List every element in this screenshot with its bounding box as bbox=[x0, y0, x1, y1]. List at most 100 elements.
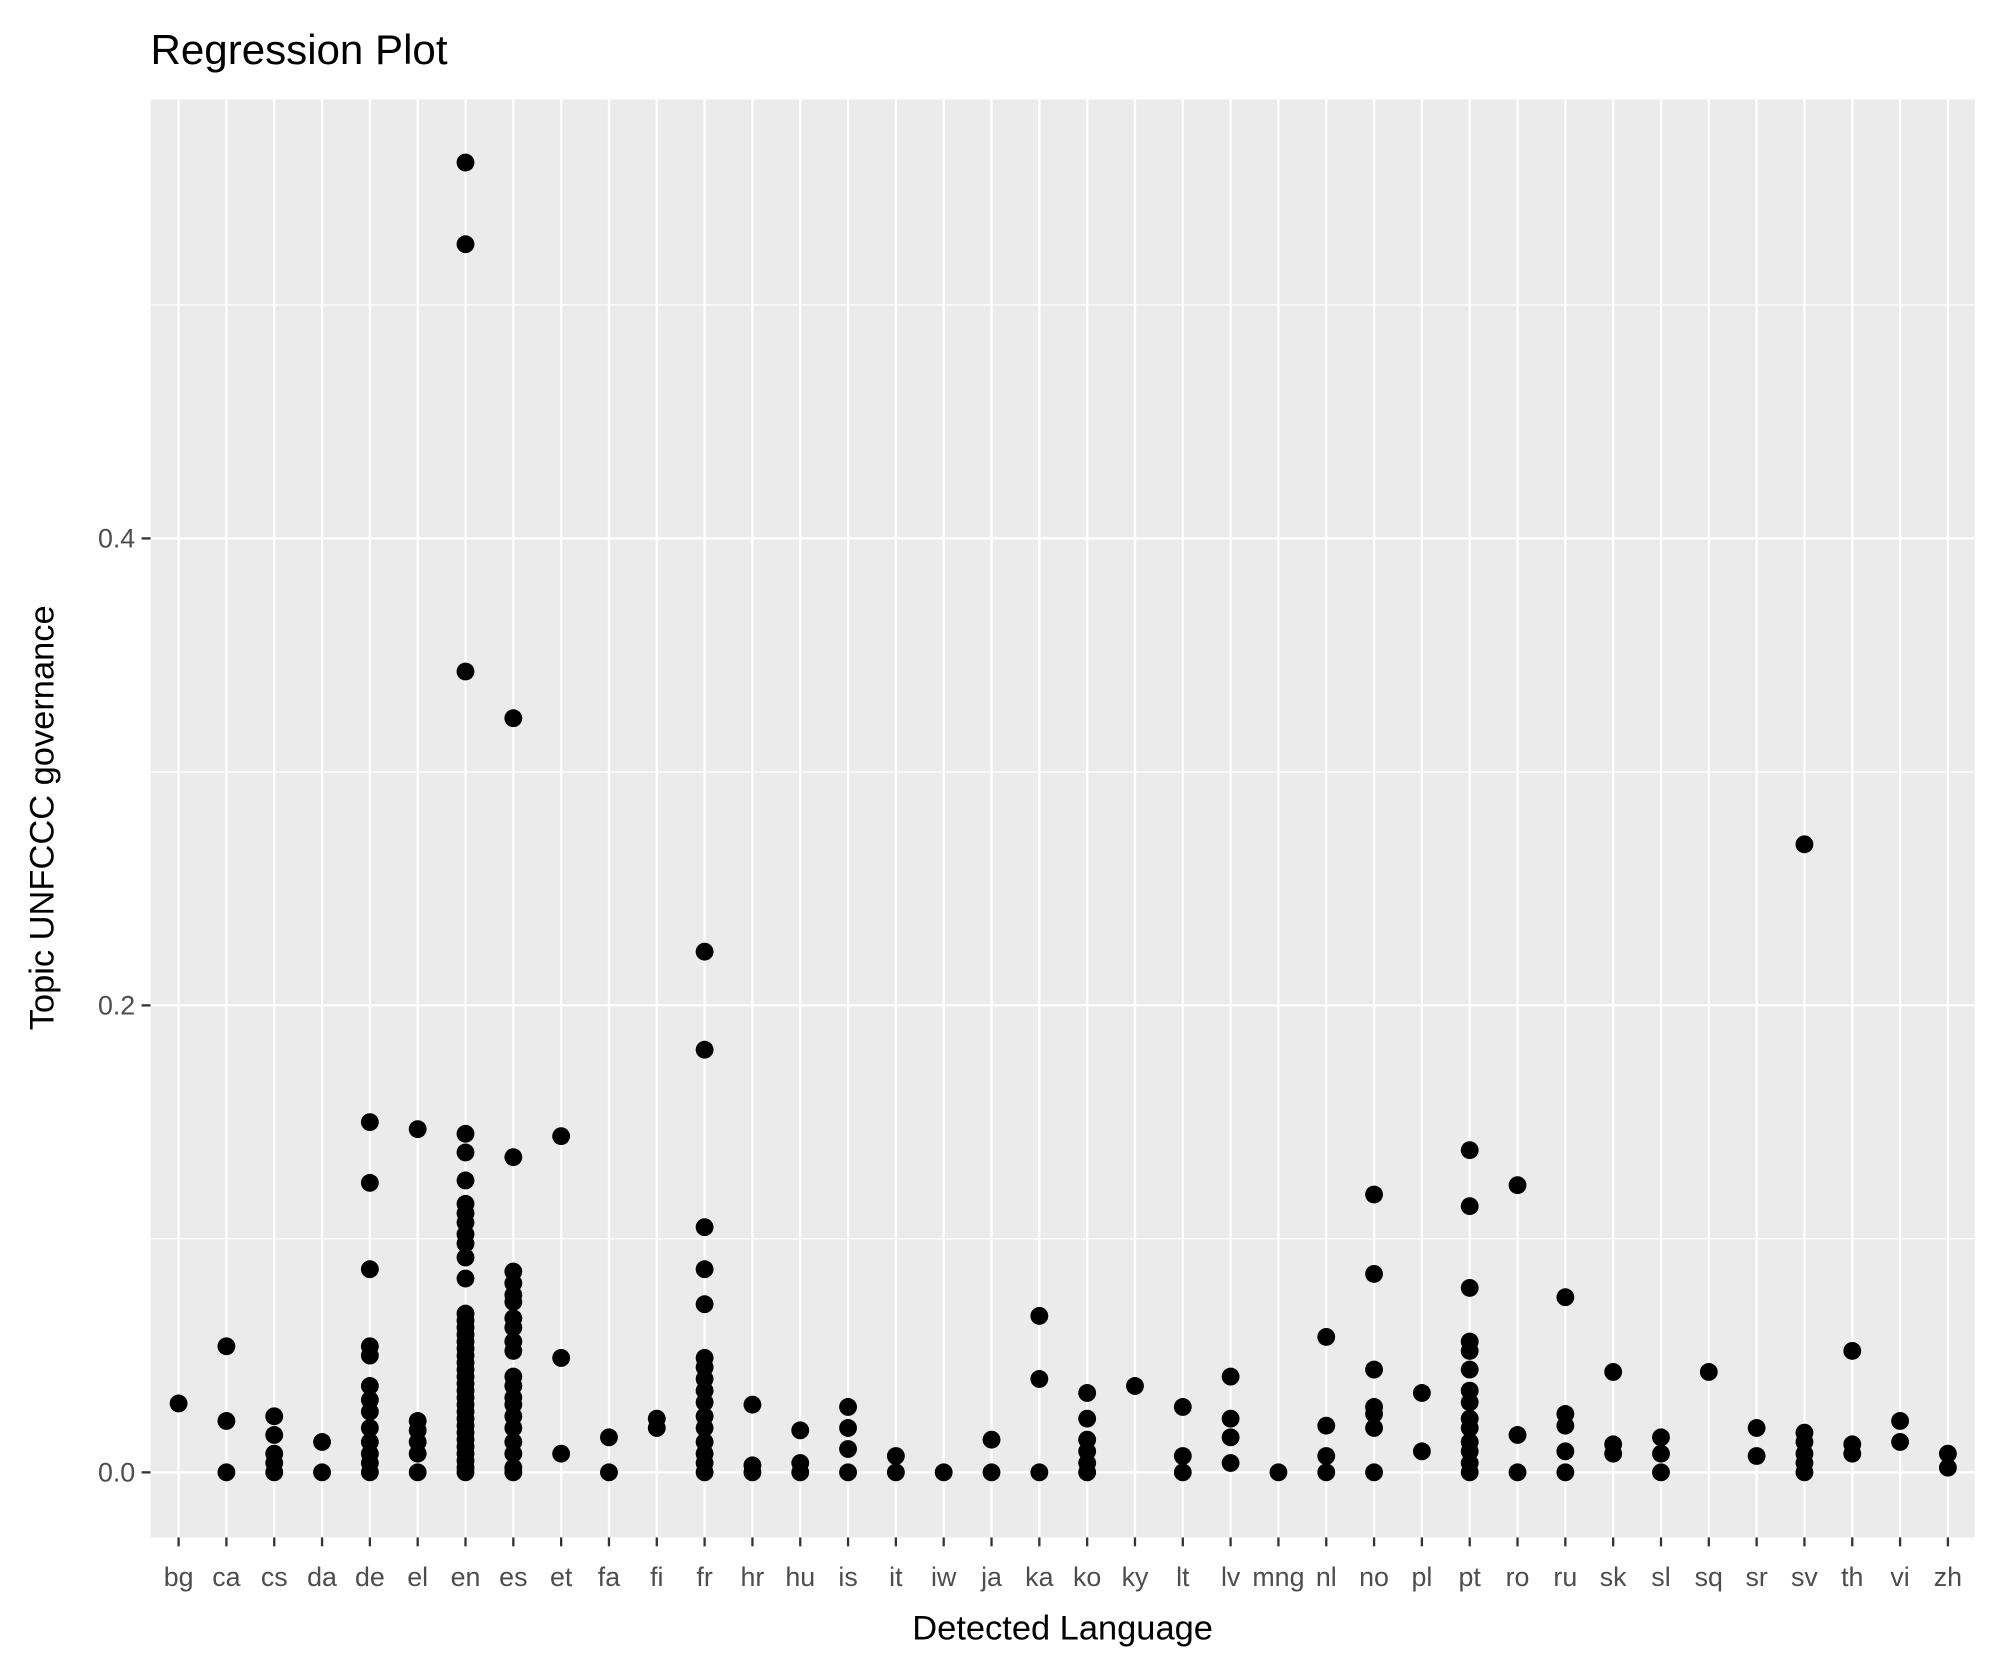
x-tick-label: hr bbox=[741, 1562, 765, 1592]
data-point-de bbox=[360, 1377, 379, 1395]
data-point-th bbox=[1843, 1444, 1862, 1463]
x-tick-label: mng bbox=[1252, 1562, 1304, 1592]
data-point-sr bbox=[1747, 1447, 1766, 1465]
x-tick-label: fa bbox=[598, 1562, 620, 1592]
y-tick-label: 0.0 bbox=[98, 1457, 135, 1487]
data-point-is bbox=[839, 1398, 857, 1416]
data-point-vi bbox=[1891, 1412, 1910, 1430]
data-point-el bbox=[408, 1463, 427, 1482]
data-point-en bbox=[456, 153, 475, 172]
data-point-fr bbox=[695, 1393, 714, 1412]
x-tick-label: lt bbox=[1176, 1562, 1190, 1592]
data-point-en bbox=[456, 1234, 475, 1253]
data-point-mng bbox=[1269, 1463, 1288, 1482]
data-point-de bbox=[360, 1173, 379, 1192]
data-point-de bbox=[360, 1419, 379, 1437]
data-point-ro bbox=[1508, 1463, 1527, 1482]
data-point-ka bbox=[1030, 1463, 1049, 1482]
data-point-sk bbox=[1604, 1363, 1623, 1381]
x-tick-label: el bbox=[407, 1562, 428, 1592]
data-point-th bbox=[1843, 1342, 1862, 1360]
data-point-lt bbox=[1173, 1463, 1192, 1482]
data-point-ca bbox=[217, 1337, 236, 1356]
data-point-sl bbox=[1652, 1463, 1670, 1482]
data-point-es bbox=[504, 1292, 523, 1311]
data-point-is bbox=[839, 1419, 857, 1437]
x-tick-label: pl bbox=[1411, 1562, 1432, 1592]
data-point-fr bbox=[695, 1218, 714, 1237]
x-tick-label: fr bbox=[696, 1562, 712, 1592]
data-point-fr bbox=[695, 1419, 714, 1437]
data-point-pt bbox=[1460, 1393, 1479, 1412]
x-tick-label: it bbox=[889, 1562, 903, 1592]
data-point-es bbox=[504, 709, 523, 728]
data-point-cs bbox=[265, 1407, 284, 1426]
data-point-lv bbox=[1221, 1367, 1240, 1386]
chart-title: Regression Plot bbox=[151, 26, 448, 73]
data-point-de bbox=[360, 1402, 379, 1421]
x-tick-label: en bbox=[451, 1562, 481, 1592]
data-point-no bbox=[1365, 1463, 1384, 1482]
data-point-es bbox=[504, 1444, 523, 1463]
x-tick-label: no bbox=[1359, 1562, 1389, 1592]
data-point-sq bbox=[1699, 1363, 1718, 1381]
x-tick-label: th bbox=[1841, 1562, 1863, 1592]
data-point-pt bbox=[1460, 1141, 1479, 1160]
y-tick-label: 0.2 bbox=[98, 990, 135, 1020]
x-tick-label: ko bbox=[1073, 1562, 1101, 1592]
data-point-en bbox=[456, 1171, 475, 1190]
data-point-zh bbox=[1938, 1444, 1957, 1463]
data-point-en bbox=[456, 1143, 475, 1162]
x-tick-label: vi bbox=[1890, 1562, 1909, 1592]
data-point-cs bbox=[265, 1463, 284, 1482]
data-point-et bbox=[552, 1349, 571, 1367]
x-tick-label: cs bbox=[261, 1562, 288, 1592]
data-points bbox=[169, 153, 1957, 1482]
data-point-no bbox=[1365, 1264, 1384, 1283]
x-tick-label: et bbox=[550, 1562, 573, 1592]
data-point-sk bbox=[1604, 1444, 1623, 1463]
x-tick-label: zh bbox=[1934, 1562, 1962, 1592]
data-point-es bbox=[504, 1463, 523, 1482]
data-point-pl bbox=[1412, 1442, 1431, 1461]
data-point-no bbox=[1365, 1419, 1384, 1437]
x-tick-label: nl bbox=[1316, 1562, 1337, 1592]
data-point-pt bbox=[1460, 1278, 1479, 1297]
x-tick-label: es bbox=[499, 1562, 527, 1592]
data-point-ca bbox=[217, 1463, 236, 1482]
data-point-is bbox=[839, 1463, 857, 1482]
data-point-ja bbox=[982, 1430, 1001, 1449]
data-point-ru bbox=[1556, 1288, 1575, 1307]
data-point-ru bbox=[1556, 1463, 1575, 1482]
data-point-en bbox=[456, 1248, 475, 1267]
data-point-ja bbox=[982, 1463, 1001, 1482]
data-point-lv bbox=[1221, 1409, 1240, 1428]
x-tick-label: ja bbox=[980, 1562, 1002, 1592]
data-point-ro bbox=[1508, 1426, 1527, 1444]
data-point-hu bbox=[791, 1421, 810, 1440]
data-point-es bbox=[504, 1342, 523, 1360]
data-point-da bbox=[313, 1463, 331, 1482]
data-point-de bbox=[360, 1346, 379, 1365]
data-point-fa bbox=[600, 1463, 618, 1482]
data-point-lv bbox=[1221, 1454, 1240, 1472]
x-tick-label: ro bbox=[1506, 1562, 1530, 1592]
x-tick-label: ca bbox=[212, 1562, 240, 1592]
x-tick-label: sq bbox=[1695, 1562, 1723, 1592]
data-point-sl bbox=[1652, 1428, 1670, 1447]
x-tick-label: pt bbox=[1459, 1562, 1482, 1592]
data-point-pt bbox=[1460, 1197, 1479, 1216]
data-point-et bbox=[552, 1444, 571, 1463]
x-tick-label: is bbox=[838, 1562, 857, 1592]
x-axis: bg ca cs da de el en es et fa fi fr hr hu is it iw ja ka ko… bbox=[164, 1537, 1962, 1592]
x-tick-label: ru bbox=[1553, 1562, 1577, 1592]
data-point-ru bbox=[1556, 1416, 1575, 1435]
data-point-es bbox=[504, 1318, 523, 1337]
data-point-hr bbox=[743, 1395, 762, 1414]
data-point-pt bbox=[1460, 1360, 1479, 1379]
data-point-ko bbox=[1078, 1384, 1097, 1402]
x-tick-label: ka bbox=[1025, 1562, 1053, 1592]
data-point-fi bbox=[647, 1419, 666, 1437]
data-point-ko bbox=[1078, 1463, 1097, 1482]
